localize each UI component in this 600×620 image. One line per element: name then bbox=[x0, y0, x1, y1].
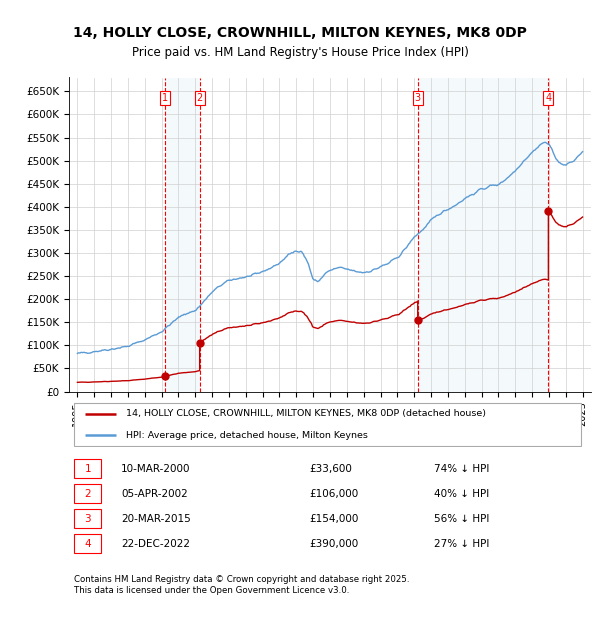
Text: 14, HOLLY CLOSE, CROWNHILL, MILTON KEYNES, MK8 0DP (detached house): 14, HOLLY CLOSE, CROWNHILL, MILTON KEYNE… bbox=[127, 409, 487, 419]
Text: 20-MAR-2015: 20-MAR-2015 bbox=[121, 513, 191, 524]
Text: 3: 3 bbox=[415, 93, 421, 103]
Text: £106,000: £106,000 bbox=[309, 489, 358, 498]
FancyBboxPatch shape bbox=[74, 509, 101, 528]
Text: 4: 4 bbox=[545, 93, 551, 103]
Bar bbox=[418, 78, 548, 392]
Text: 1: 1 bbox=[85, 464, 91, 474]
FancyBboxPatch shape bbox=[74, 484, 101, 503]
Text: 14, HOLLY CLOSE, CROWNHILL, MILTON KEYNES, MK8 0DP: 14, HOLLY CLOSE, CROWNHILL, MILTON KEYNE… bbox=[73, 26, 527, 40]
Text: 27% ↓ HPI: 27% ↓ HPI bbox=[434, 539, 490, 549]
Text: 40% ↓ HPI: 40% ↓ HPI bbox=[434, 489, 490, 498]
Text: 10-MAR-2000: 10-MAR-2000 bbox=[121, 464, 191, 474]
Text: Price paid vs. HM Land Registry's House Price Index (HPI): Price paid vs. HM Land Registry's House … bbox=[131, 46, 469, 59]
Text: Contains HM Land Registry data © Crown copyright and database right 2025.
This d: Contains HM Land Registry data © Crown c… bbox=[74, 575, 410, 595]
Text: 3: 3 bbox=[85, 513, 91, 524]
Text: 56% ↓ HPI: 56% ↓ HPI bbox=[434, 513, 490, 524]
Bar bbox=[165, 78, 200, 392]
Text: 2: 2 bbox=[197, 93, 203, 103]
Text: 22-DEC-2022: 22-DEC-2022 bbox=[121, 539, 190, 549]
FancyBboxPatch shape bbox=[74, 459, 101, 478]
Text: £33,600: £33,600 bbox=[309, 464, 352, 474]
Text: HPI: Average price, detached house, Milton Keynes: HPI: Average price, detached house, Milt… bbox=[127, 430, 368, 440]
Text: £154,000: £154,000 bbox=[309, 513, 358, 524]
Text: 74% ↓ HPI: 74% ↓ HPI bbox=[434, 464, 490, 474]
FancyBboxPatch shape bbox=[74, 404, 581, 446]
Text: 2: 2 bbox=[85, 489, 91, 498]
FancyBboxPatch shape bbox=[74, 534, 101, 553]
Text: 1: 1 bbox=[162, 93, 168, 103]
Text: 05-APR-2002: 05-APR-2002 bbox=[121, 489, 188, 498]
Text: 4: 4 bbox=[85, 539, 91, 549]
Text: £390,000: £390,000 bbox=[309, 539, 358, 549]
